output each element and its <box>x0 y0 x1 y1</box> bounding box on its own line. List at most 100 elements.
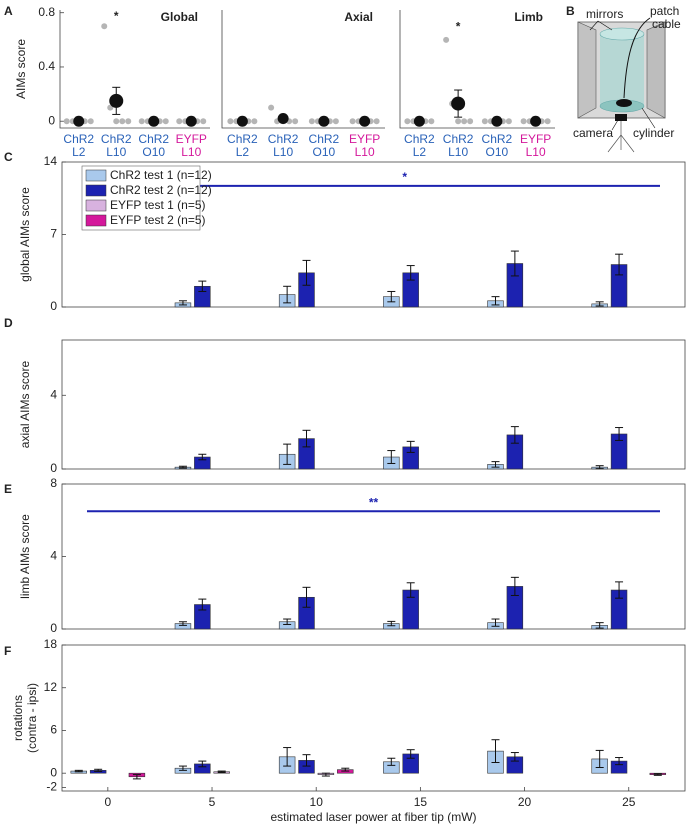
y-tick-label: 0 <box>50 621 57 635</box>
individual-point <box>349 118 356 125</box>
panel-letter: C <box>4 150 13 164</box>
axes-frame <box>61 339 686 470</box>
mirror-right <box>646 21 666 119</box>
x-tick-label: ChR2 <box>443 132 474 146</box>
panel-letter: A <box>4 4 13 18</box>
label-pointers <box>611 107 656 131</box>
y-axis-label: limb AIMs score <box>18 514 32 599</box>
y-tick-label: 12 <box>44 680 58 694</box>
significance-star: * <box>114 9 119 23</box>
x-tick-label: 5 <box>209 795 216 809</box>
y-tick-label: -2 <box>46 780 57 794</box>
significance-star: ** <box>369 495 379 509</box>
panel-letter: E <box>4 482 12 496</box>
y-axis-label: axial AIMs score <box>18 360 32 448</box>
diagram-label: patch <box>650 4 679 18</box>
legend-swatch <box>85 184 107 197</box>
legend-swatch <box>85 169 107 182</box>
x-tick-label: L10 <box>181 145 201 159</box>
x-tick-label: ChR2 <box>227 132 258 146</box>
individual-point <box>87 118 94 125</box>
cylinder-body <box>600 34 644 106</box>
axes-frame <box>61 644 686 792</box>
axes <box>399 10 555 129</box>
y-tick-label: 0 <box>50 299 57 313</box>
mean-point <box>491 115 503 127</box>
individual-point <box>63 118 70 125</box>
y-tick-label: 4 <box>50 387 57 401</box>
x-tick-label: L10 <box>526 145 546 159</box>
setup-diagram: mirrors patch cable camera cylinder <box>573 4 681 153</box>
individual-point <box>200 118 207 125</box>
mouse <box>616 99 632 107</box>
y-tick-label: 0 <box>50 765 57 779</box>
mean-point <box>451 96 466 111</box>
individual-point <box>467 118 474 125</box>
y-tick-label: 0.8 <box>38 5 55 19</box>
individual-point <box>227 118 234 125</box>
individual-point <box>162 118 169 125</box>
y-tick-label: 4 <box>50 549 57 563</box>
individual-point <box>292 118 299 125</box>
axes <box>59 10 210 129</box>
y-tick-label: 8 <box>50 476 57 490</box>
x-tick-label: 15 <box>414 795 428 809</box>
x-tick-label: 25 <box>622 795 636 809</box>
x-tick-label: EYFP <box>520 132 551 146</box>
y-tick-label: 6 <box>50 723 57 737</box>
camera-body <box>615 114 627 121</box>
x-axis-label: estimated laser power at fiber tip (mW) <box>270 810 476 824</box>
individual-point <box>308 118 315 125</box>
y-axis-label: rotations <box>11 695 25 741</box>
individual-point <box>125 118 132 125</box>
panel-letter: B <box>566 4 575 18</box>
mean-point <box>73 115 85 127</box>
x-tick-label: O10 <box>142 145 165 159</box>
mean-point <box>359 115 371 127</box>
mean-point <box>185 115 197 127</box>
x-tick-label: L10 <box>355 145 375 159</box>
x-tick-label: O10 <box>313 145 336 159</box>
diagram-label: cylinder <box>633 126 674 140</box>
individual-point <box>251 118 258 125</box>
individual-point <box>268 104 275 111</box>
x-tick-label: L2 <box>236 145 250 159</box>
patch-cable <box>623 17 651 99</box>
individual-point <box>481 118 488 125</box>
legend-label: EYFP test 1 (n=5) <box>110 198 206 212</box>
cylinder-top <box>599 27 645 41</box>
panel-letter: D <box>4 316 13 330</box>
y-tick-label: 0 <box>48 113 55 127</box>
x-tick-label: 20 <box>518 795 532 809</box>
mirror-left <box>577 21 597 119</box>
y-axis-label: (contra - ipsi) <box>25 683 39 753</box>
tripod <box>607 121 635 153</box>
individual-point <box>332 118 339 125</box>
mirrors-pointer <box>589 20 613 31</box>
mean-point <box>413 115 425 127</box>
mean-point <box>148 115 160 127</box>
x-tick-label: EYFP <box>349 132 380 146</box>
x-tick-label: ChR2 <box>138 132 169 146</box>
individual-point <box>138 118 145 125</box>
y-axis-label: global AIMs score <box>18 187 32 282</box>
individual-point <box>119 118 126 125</box>
y-tick-label: 14 <box>44 154 58 168</box>
x-tick-label: 0 <box>104 795 111 809</box>
x-tick-label: ChR2 <box>404 132 435 146</box>
x-tick-label: L10 <box>448 145 468 159</box>
mean-point <box>318 115 330 127</box>
individual-point <box>455 118 462 125</box>
x-tick-label: ChR2 <box>268 132 299 146</box>
individual-point <box>404 118 411 125</box>
individual-point <box>113 118 120 125</box>
y-tick-label: 0.4 <box>38 59 55 73</box>
x-tick-label: L10 <box>273 145 293 159</box>
panel-title: Axial <box>344 10 373 24</box>
significance-star: * <box>402 170 407 184</box>
diagram-label: cable <box>652 17 681 31</box>
individual-point <box>443 36 450 43</box>
individual-point <box>544 118 551 125</box>
x-tick-label: 10 <box>310 795 324 809</box>
legend-label: ChR2 test 2 (n=12) <box>110 183 212 197</box>
